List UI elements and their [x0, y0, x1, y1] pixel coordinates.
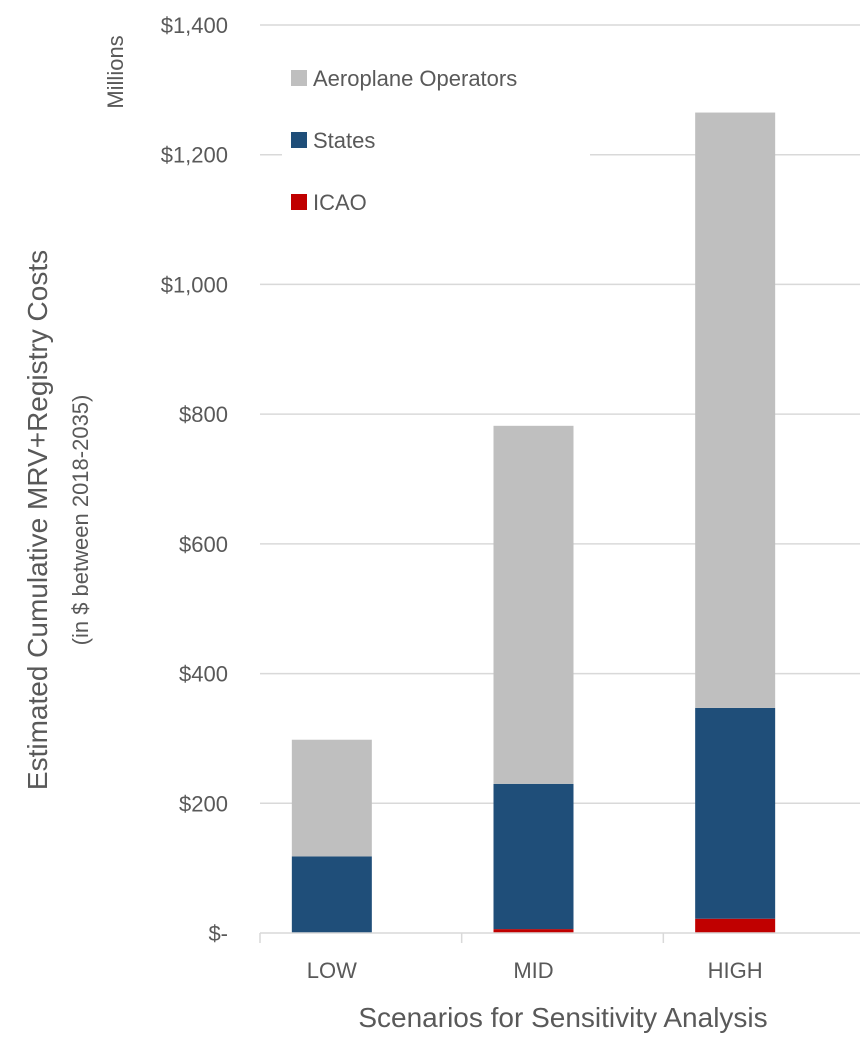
- legend-label: Aeroplane Operators: [313, 66, 517, 91]
- bar-segment-states-high: [695, 708, 775, 919]
- bar-segment-aeroplane-operators-high: [695, 113, 775, 708]
- y-tick-label: $1,400: [161, 13, 228, 38]
- y-tick-label: $400: [179, 662, 228, 687]
- x-tick-label: MID: [513, 958, 553, 983]
- legend-swatch: [291, 132, 307, 148]
- bar-segment-aeroplane-operators-mid: [494, 426, 574, 784]
- y-tick-label: $800: [179, 402, 228, 427]
- bars: [292, 113, 775, 933]
- x-tick-label: HIGH: [708, 958, 763, 983]
- legend-label: States: [313, 128, 375, 153]
- x-axis-title: Scenarios for Sensitivity Analysis: [358, 1002, 767, 1033]
- y-axis-unit-label: Millions: [103, 35, 128, 108]
- y-tick-label: $-: [208, 921, 228, 946]
- x-tick-label: LOW: [307, 958, 357, 983]
- legend-swatch: [291, 194, 307, 210]
- bar-segment-states-low: [292, 856, 372, 933]
- legend-swatch: [291, 70, 307, 86]
- legend-label: ICAO: [313, 190, 367, 215]
- y-tick-label: $600: [179, 532, 228, 557]
- bar-segment-icao-high: [695, 919, 775, 933]
- y-tick-label: $200: [179, 791, 228, 816]
- y-axis-subtitle: (in $ between 2018-2035): [68, 395, 93, 646]
- y-axis-title: Estimated Cumulative MRV+Registry Costs: [22, 250, 53, 790]
- bar-segment-aeroplane-operators-low: [292, 740, 372, 857]
- bar-segment-states-mid: [494, 784, 574, 929]
- legend: Aeroplane Operators States ICAO: [282, 50, 590, 225]
- y-tick-label: $1,200: [161, 143, 228, 168]
- y-tick-label: $1,000: [161, 272, 228, 297]
